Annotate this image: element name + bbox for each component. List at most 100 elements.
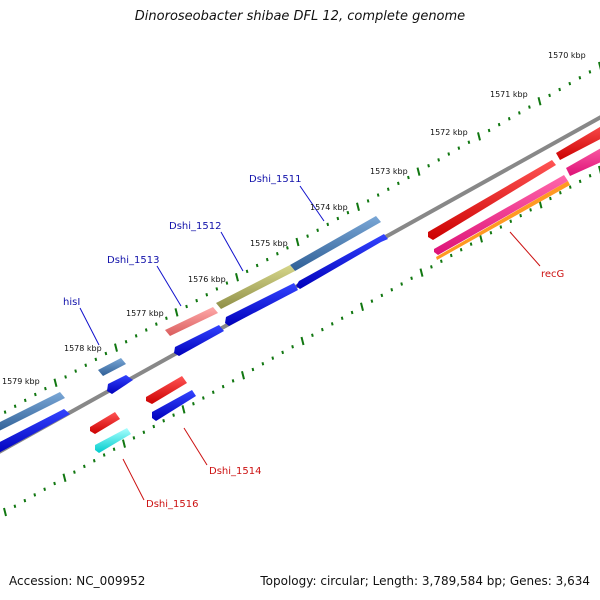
minor-tick: [311, 333, 314, 338]
major-tick: [174, 308, 179, 317]
map-title: Dinoroseobacter shibae DFL 12, complete …: [134, 9, 466, 24]
major-tick: [360, 302, 364, 312]
minor-tick: [142, 430, 146, 434]
minor-tick: [568, 185, 572, 189]
minor-tick: [457, 146, 461, 150]
minor-tick: [92, 458, 96, 463]
kbp-label: 1571 kbp: [490, 90, 528, 99]
minor-tick: [231, 379, 235, 383]
minor-tick: [427, 163, 430, 168]
minor-tick: [548, 93, 551, 98]
minor-tick: [185, 304, 188, 309]
gene-arrow-dshi-1514: [146, 376, 187, 404]
minor-tick: [271, 356, 275, 360]
minor-tick: [346, 210, 350, 215]
minor-tick: [386, 187, 390, 191]
minor-tick: [517, 111, 521, 115]
minor-tick: [144, 328, 148, 332]
gene-label-dshi-1513: Dshi_1513: [107, 255, 159, 266]
minor-tick: [549, 196, 552, 201]
minor-tick: [558, 87, 562, 92]
gene-arrow-recg-continued: [556, 126, 600, 160]
minor-tick: [340, 316, 344, 320]
major-tick: [181, 405, 186, 414]
minor-tick: [215, 287, 219, 291]
kbp-label: 1572 kbp: [430, 128, 468, 137]
minor-tick: [132, 436, 136, 440]
minor-tick: [320, 327, 324, 332]
gene-arrow-dshi-1511: [290, 216, 381, 271]
minor-tick: [73, 470, 76, 474]
minor-tick: [370, 299, 374, 303]
minor-tick: [82, 464, 86, 469]
minor-tick: [558, 191, 562, 195]
kbp-label: 1575 kbp: [250, 239, 288, 248]
minor-tick: [172, 413, 175, 417]
minor-tick: [507, 117, 511, 121]
minor-tick: [192, 401, 195, 406]
minor-tick: [578, 179, 582, 184]
minor-tick: [84, 363, 88, 367]
minor-tick: [568, 81, 572, 86]
minor-tick: [396, 181, 400, 186]
minor-tick: [459, 248, 463, 252]
minor-tick: [53, 481, 56, 486]
minor-tick: [44, 386, 47, 391]
minor-tick: [23, 498, 27, 503]
kbp-label: 1576 kbp: [188, 275, 226, 284]
minor-tick: [43, 487, 47, 491]
minor-tick: [281, 350, 285, 355]
minor-tick: [221, 384, 225, 389]
minor-tick: [102, 453, 106, 457]
major-tick: [416, 167, 421, 176]
gene-label-recg: recG: [541, 269, 564, 280]
gene-arrow-recg: [428, 160, 556, 240]
accession-text: Accession: NC_009952: [9, 574, 146, 588]
gene-label-hisi: hisI: [63, 297, 80, 308]
minor-tick: [588, 70, 592, 74]
gene-arrow-hisi: [98, 358, 126, 376]
minor-tick: [255, 263, 259, 268]
minor-tick: [152, 424, 156, 429]
minor-tick: [291, 344, 294, 349]
minor-tick: [211, 390, 215, 395]
inner-tick-row: [3, 165, 600, 517]
gene-arrow-recg-magenta: [434, 175, 568, 255]
gene-arrow-recg-orange: [436, 181, 570, 260]
minor-tick: [33, 392, 37, 397]
minor-tick: [64, 375, 67, 379]
major-tick: [235, 272, 239, 282]
minor-tick: [162, 419, 166, 423]
minor-tick: [390, 287, 394, 292]
minor-tick: [588, 173, 592, 178]
leader-lines: [79, 185, 541, 501]
minor-tick: [497, 122, 501, 127]
minor-tick: [251, 367, 255, 372]
gene-arrow-dshi-1513: [165, 307, 218, 336]
gene-arrow-left-edge-top: [0, 392, 65, 431]
cds-arrow-dshi-1514: [152, 390, 196, 421]
gene-label-dshi-1511: Dshi_1511: [249, 174, 301, 185]
cds-arrow-top-4: [107, 375, 133, 394]
minor-tick: [366, 199, 370, 203]
minor-tick: [205, 293, 209, 297]
gene-arrow-recg-magenta-continued: [566, 148, 600, 176]
minor-tick: [23, 398, 27, 403]
gene-arrow-dshi-1516: [90, 412, 120, 434]
minor-tick: [286, 246, 289, 250]
major-tick: [598, 61, 600, 71]
minor-tick: [201, 396, 205, 400]
minor-tick: [195, 298, 199, 303]
minor-tick: [469, 242, 473, 246]
gene-arrow-dshi-1516-cyan: [95, 428, 131, 453]
major-tick: [300, 336, 305, 346]
minor-tick: [380, 293, 384, 298]
minor-tick: [326, 222, 330, 227]
minor-tick: [261, 362, 265, 366]
major-tick: [598, 165, 600, 175]
minor-tick: [154, 322, 158, 326]
cds-arrow-top-2: [225, 283, 298, 326]
minor-tick: [306, 234, 309, 238]
minor-tick: [265, 257, 269, 262]
minor-tick: [430, 265, 433, 269]
